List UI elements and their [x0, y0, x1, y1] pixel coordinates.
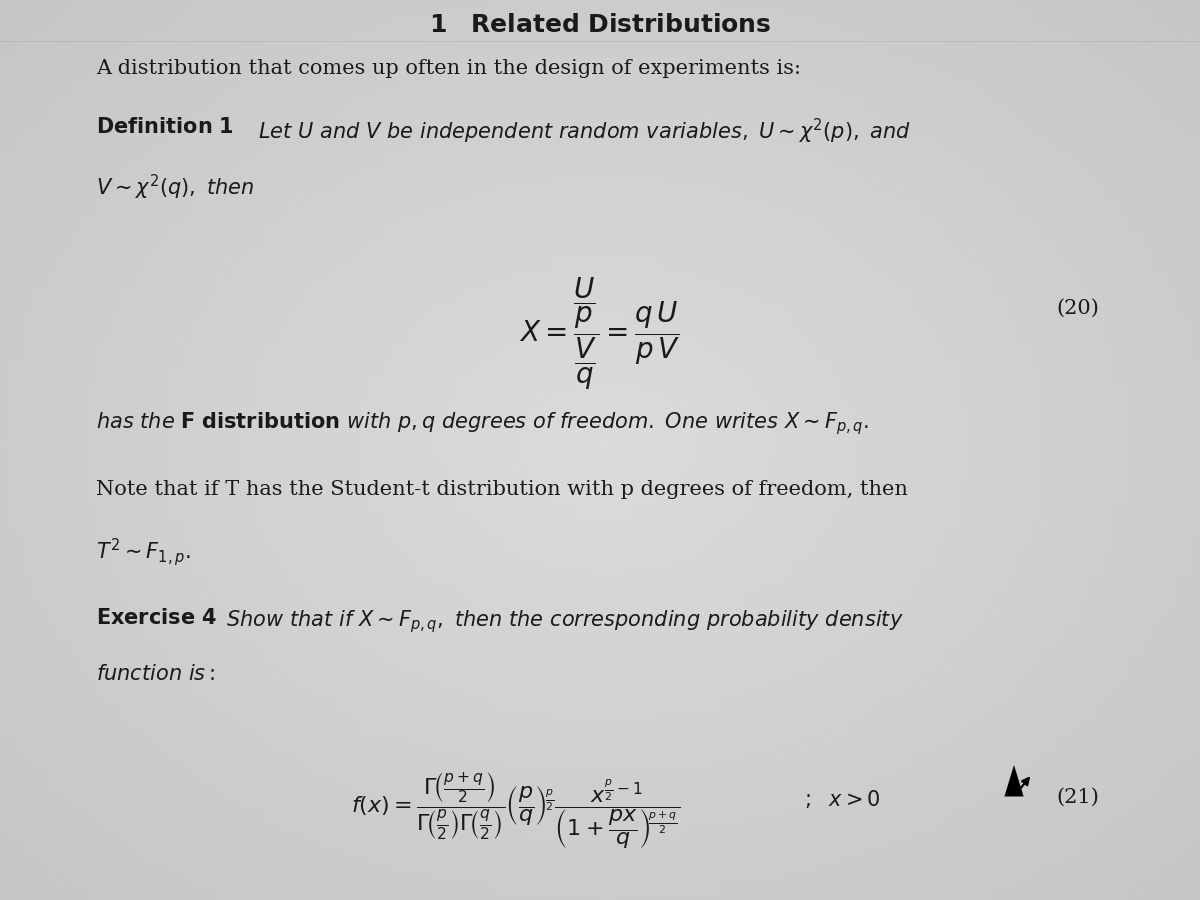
- Text: $\mathbf{Definition\ 1}$: $\mathbf{Definition\ 1}$: [96, 117, 234, 137]
- Text: (21): (21): [1056, 788, 1099, 807]
- Text: A distribution that comes up often in the design of experiments is:: A distribution that comes up often in th…: [96, 58, 802, 77]
- Text: $\mathit{has\ the}$ $\mathbf{F}$ $\mathbf{distribution}$ $\mathit{with\ p,q\ deg: $\mathit{has\ the}$ $\mathbf{F}$ $\mathb…: [96, 410, 869, 436]
- Text: $Let\ U\ and\ V\ be\ independent\ random\ variables,\ U \sim \chi^2(p),\ and$: $Let\ U\ and\ V\ be\ independent\ random…: [258, 117, 911, 147]
- Text: $;\ \ x > 0$: $;\ \ x > 0$: [804, 788, 881, 810]
- Text: Note that if T has the Student-t distribution with p degrees of freedom, then: Note that if T has the Student-t distrib…: [96, 480, 908, 499]
- Text: $V \sim \chi^2(q),\ then$: $V \sim \chi^2(q),\ then$: [96, 173, 254, 202]
- Text: $\mathbf{Exercise\ 4}$: $\mathbf{Exercise\ 4}$: [96, 608, 216, 628]
- Text: $f(x) = \dfrac{\Gamma\!\left(\frac{p+q}{2}\right)}{\Gamma\!\left(\frac{p}{2}\rig: $f(x) = \dfrac{\Gamma\!\left(\frac{p+q}{…: [352, 770, 680, 851]
- Text: $Show\ that\ if\ X \sim F_{p,q},\ then\ the\ corresponding\ probability\ density: $Show\ that\ if\ X \sim F_{p,q},\ then\ …: [226, 608, 904, 634]
- Text: $function\ is:$: $function\ is:$: [96, 664, 216, 684]
- Polygon shape: [1004, 765, 1024, 796]
- Text: (20): (20): [1056, 299, 1099, 318]
- Text: $T^2 \sim F_{1,p}.$: $T^2 \sim F_{1,p}.$: [96, 536, 191, 568]
- Text: $\mathbf{1\quad Related\ Distributions}$: $\mathbf{1\quad Related\ Distributions}$: [428, 14, 772, 37]
- Text: $X = \dfrac{\dfrac{U}{p}}{\dfrac{V}{q}} = \dfrac{q\,U}{p\,V}$: $X = \dfrac{\dfrac{U}{p}}{\dfrac{V}{q}} …: [520, 276, 680, 392]
